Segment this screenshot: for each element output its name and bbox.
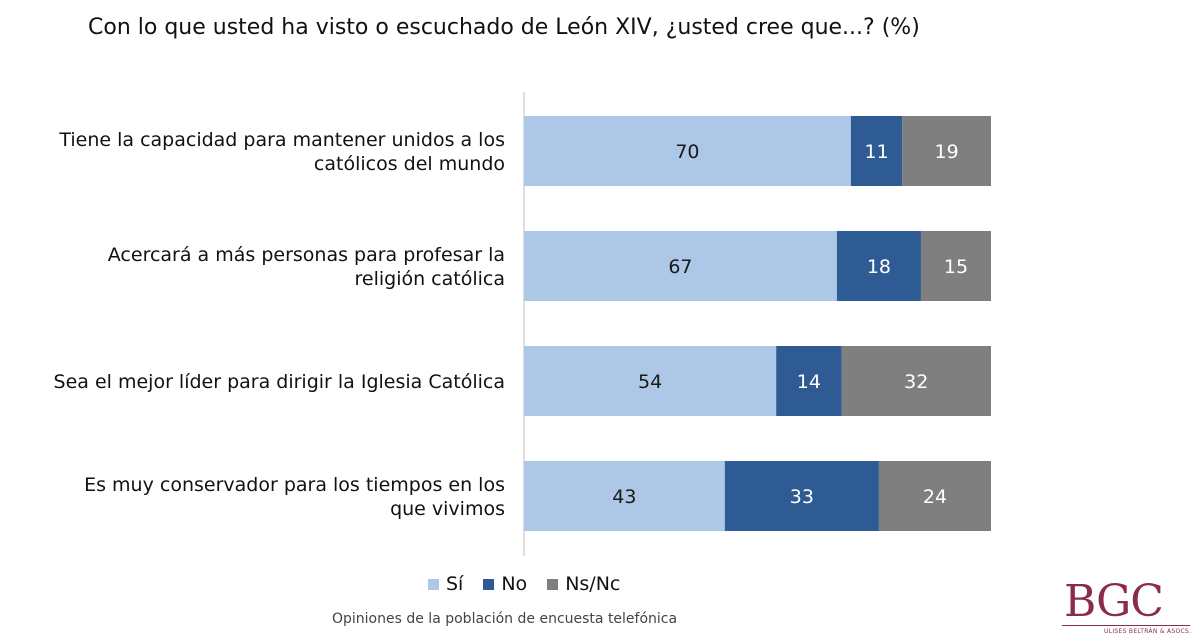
data-label-nsnc: 32 <box>904 371 928 393</box>
chart-legend: Sí No Ns/Nc <box>428 573 640 595</box>
bar-si <box>524 116 851 186</box>
legend-swatch-si <box>428 578 439 590</box>
logo-mark: BGC <box>1064 576 1164 627</box>
bar-nsnc <box>920 231 991 301</box>
data-label-nsnc: 24 <box>923 486 947 508</box>
legend-label-si: Sí <box>446 573 464 595</box>
data-label-no: 11 <box>864 141 888 163</box>
data-label-no: 14 <box>797 371 821 393</box>
data-label-no: 18 <box>867 256 891 278</box>
bar-si <box>524 346 777 416</box>
data-label-no: 33 <box>790 486 814 508</box>
legend-item-si: Sí <box>428 573 463 595</box>
logo-divider <box>1062 625 1190 626</box>
bgc-logo: BGC ULISES BELTRÁN & ASOCS. <box>1060 580 1195 638</box>
footer-note: Opiniones de la población de encuesta te… <box>332 611 678 627</box>
bar-nsnc <box>902 116 991 186</box>
legend-label-nsnc: Ns/Nc <box>565 573 621 595</box>
data-label-si: 54 <box>638 371 662 393</box>
data-label-si: 67 <box>668 256 692 278</box>
legend-label-no: No <box>501 573 528 595</box>
bar-no <box>836 231 921 301</box>
bar-nsnc <box>878 461 991 531</box>
legend-item-no: No <box>483 573 527 595</box>
bar-si <box>524 461 725 531</box>
category-label: Sea el mejor líder para dirigir la Igles… <box>54 371 505 393</box>
data-label-nsnc: 15 <box>944 256 968 278</box>
chart-title: Con lo que usted ha visto o escuchado de… <box>88 15 920 40</box>
category-label: Acercará a más personas para profesar la… <box>108 244 505 290</box>
bar-no <box>776 346 842 416</box>
bar-no <box>724 461 879 531</box>
bar-si <box>524 231 837 301</box>
legend-swatch-no <box>483 578 495 590</box>
category-label: Tiene la capacidad para mantener unidos … <box>58 129 505 175</box>
data-label-nsnc: 19 <box>935 141 959 163</box>
bar-nsnc <box>841 346 991 416</box>
category-label: Es muy conservador para los tiempos en l… <box>84 474 505 520</box>
data-label-si: 70 <box>675 141 699 163</box>
legend-swatch-nsnc <box>547 578 559 590</box>
legend-item-nsnc: Ns/Nc <box>547 573 620 595</box>
bar-no <box>850 116 903 186</box>
data-label-si: 43 <box>612 486 636 508</box>
logo-subtitle: ULISES BELTRÁN & ASOCS. <box>1104 628 1192 635</box>
